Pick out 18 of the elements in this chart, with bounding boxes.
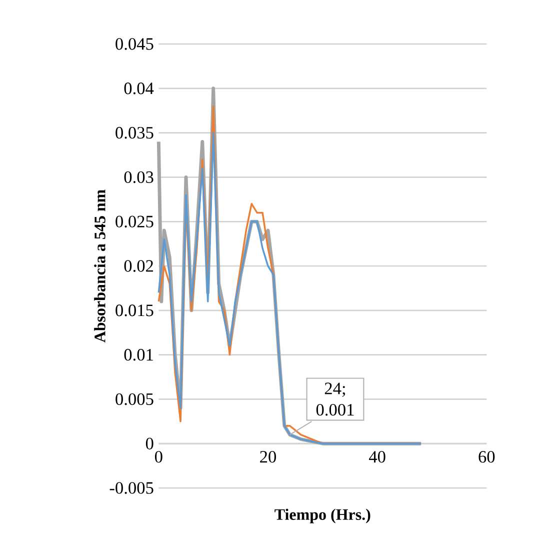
y-tick-label: 0.03 bbox=[124, 171, 154, 184]
x-tick-label: 40 bbox=[368, 450, 386, 463]
y-tick-label: 0.02 bbox=[124, 260, 153, 272]
y-tick-label: 0 bbox=[146, 438, 154, 450]
y-tick-label: 0.025 bbox=[116, 216, 154, 228]
annotation: 24; 0.001 bbox=[316, 382, 354, 416]
x-tick-label: 20 bbox=[260, 450, 276, 463]
y-tick-label: 0.01 bbox=[124, 348, 153, 361]
y-tick-label: 0.015 bbox=[116, 304, 154, 316]
x-tick-label: 0 bbox=[155, 450, 162, 463]
y-tick-label: 0.005 bbox=[116, 393, 154, 406]
x-axis-title: Tiempo (Hrs.) bbox=[274, 508, 370, 524]
y-tick-label: 0.045 bbox=[116, 38, 154, 50]
x-tick-label: 60 bbox=[478, 450, 495, 463]
y-tick-label: 0.04 bbox=[124, 82, 154, 94]
y-tick-label: -0.005 bbox=[110, 482, 154, 494]
y-tick-label: 0.035 bbox=[116, 126, 154, 139]
y-axis-title: Absorbancia a 545 nm bbox=[94, 190, 106, 343]
